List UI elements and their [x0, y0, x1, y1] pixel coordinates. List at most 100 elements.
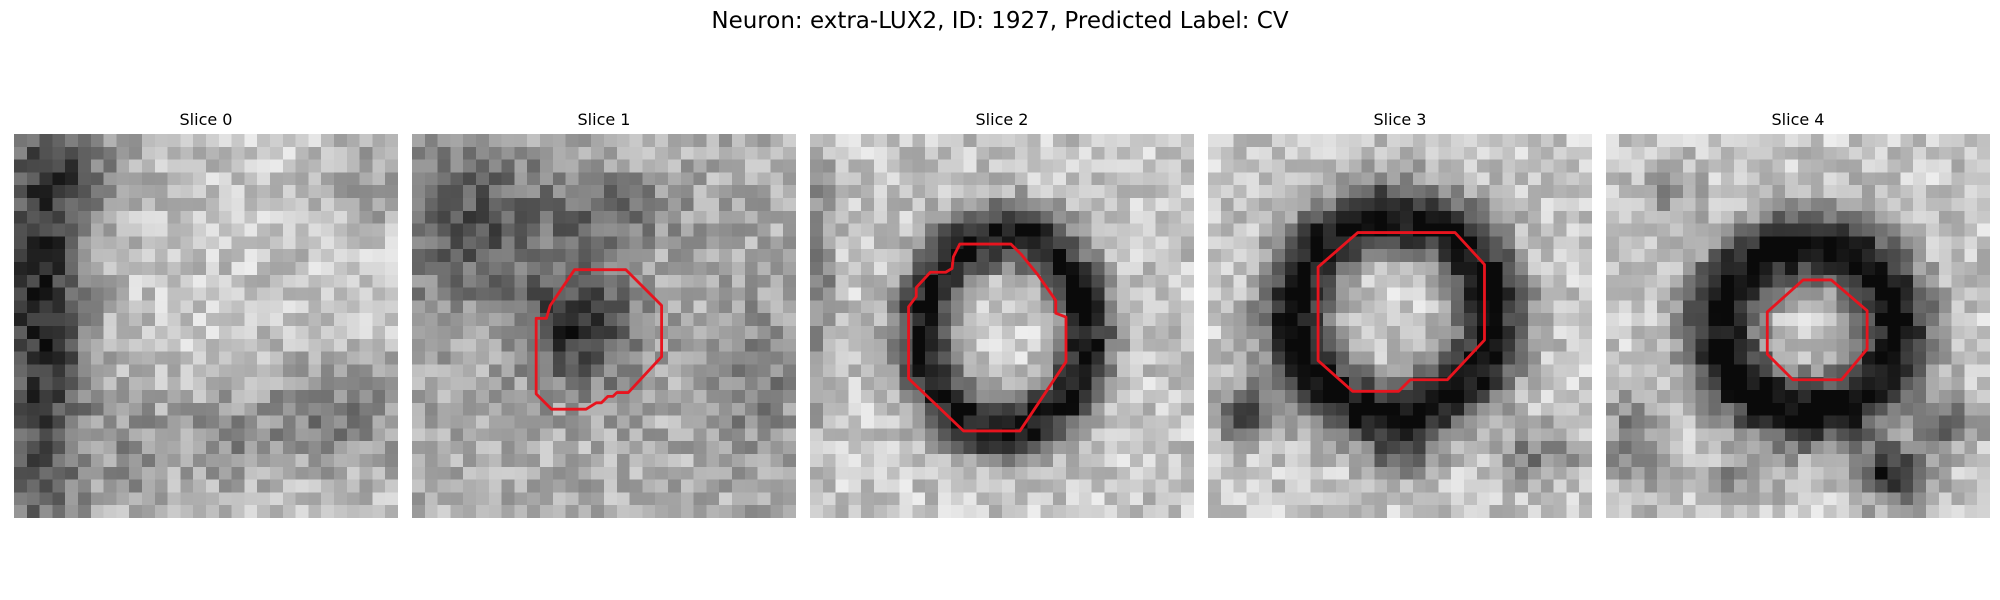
pixel-cell [810, 262, 824, 276]
pixel-cell [680, 262, 694, 276]
pixel-cell [1361, 146, 1375, 160]
pixel-cell [1926, 479, 1940, 493]
pixel-cell [295, 402, 309, 416]
pixel-cell [334, 172, 348, 186]
pixel-cell [886, 198, 900, 212]
pixel-cell [861, 428, 875, 442]
pixel-cell [1772, 492, 1786, 506]
pixel-cell [1374, 287, 1388, 301]
pixel-cell [1759, 236, 1773, 250]
pixel-cell [642, 415, 656, 429]
pixel-cell [1849, 402, 1863, 416]
pixel-cell [78, 377, 92, 391]
pixel-cell [1849, 172, 1863, 186]
pixel-cell [886, 492, 900, 506]
pixel-cell [1246, 236, 1260, 250]
pixel-cell [1208, 274, 1222, 288]
pixel-cell [899, 313, 913, 327]
pixel-cell [655, 262, 669, 276]
pixel-cell [1040, 479, 1054, 493]
pixel-cell [578, 236, 592, 250]
pixel-cell [732, 428, 746, 442]
pixel-cell [719, 492, 733, 506]
pixel-cell [1606, 441, 1620, 455]
pixel-cell [1528, 185, 1542, 199]
pixel-cell [1348, 338, 1362, 352]
pixel-cell [412, 313, 426, 327]
pixel-cell [655, 364, 669, 378]
pixel-cell [1117, 185, 1131, 199]
pixel-cell [1412, 326, 1426, 340]
pixel-cell [257, 159, 271, 173]
pixel-cell [52, 441, 66, 455]
pixel-cell [1259, 364, 1273, 378]
pixel-cell [154, 326, 168, 340]
pixel-cell [1951, 236, 1965, 250]
pixel-cell [655, 236, 669, 250]
pixel-cell [1374, 441, 1388, 455]
pixel-cell [1078, 172, 1092, 186]
pixel-cell [1323, 313, 1337, 327]
pixel-cell [1606, 351, 1620, 365]
pixel-cell [1400, 313, 1414, 327]
pixel-cell [1670, 274, 1684, 288]
pixel-cell [1926, 172, 1940, 186]
pixel-cell [1464, 210, 1478, 224]
pixel-cell [527, 505, 541, 518]
pixel-cell [476, 338, 490, 352]
pixel-cell [770, 249, 784, 263]
pixel-cell [950, 415, 964, 429]
pixel-cell [1117, 210, 1131, 224]
pixel-cell [295, 466, 309, 480]
pixel-cell [231, 146, 245, 160]
slice-title-1: Slice 1 [577, 110, 631, 129]
pixel-cell [1040, 351, 1054, 365]
pixel-cell [1964, 210, 1978, 224]
pixel-cell [1798, 402, 1812, 416]
pixel-cell [1670, 479, 1684, 493]
pixel-cell [1361, 326, 1375, 340]
pixel-cell [1566, 134, 1580, 148]
pixel-cell [1130, 313, 1144, 327]
pixel-cell [1810, 364, 1824, 378]
pixel-cell [976, 300, 990, 314]
pixel-cell [103, 287, 117, 301]
pixel-cell [861, 146, 875, 160]
pixel-cell [757, 198, 771, 212]
pixel-cell [424, 466, 438, 480]
pixel-cell [925, 351, 939, 365]
pixel-cell [732, 377, 746, 391]
pixel-cell [1476, 146, 1490, 160]
pixel-cell [874, 249, 888, 263]
pixel-cell [693, 466, 707, 480]
pixel-cell [1734, 146, 1748, 160]
pixel-cell [1066, 249, 1080, 263]
pixel-cell [1785, 466, 1799, 480]
pixel-cell [1631, 300, 1645, 314]
pixel-cell [1746, 274, 1760, 288]
pixel-cell [770, 210, 784, 224]
pixel-cell [308, 377, 322, 391]
pixel-cell [154, 479, 168, 493]
pixel-cell [1708, 146, 1722, 160]
pixel-cell [193, 338, 207, 352]
pixel-cell [1168, 402, 1182, 416]
pixel-cell [1515, 402, 1529, 416]
pixel-cell [629, 313, 643, 327]
pixel-cell [989, 466, 1003, 480]
pixel-cell [1348, 364, 1362, 378]
pixel-cell [1913, 364, 1927, 378]
pixel-cell [1977, 390, 1990, 404]
pixel-cell [1849, 326, 1863, 340]
pixel-cell [1657, 146, 1671, 160]
pixel-cell [1233, 274, 1247, 288]
pixel-cell [321, 428, 335, 442]
pixel-cell [1438, 274, 1452, 288]
pixel-cell [1977, 146, 1990, 160]
pixel-cell [476, 402, 490, 416]
pixel-cell [206, 313, 220, 327]
pixel-cell [1708, 326, 1722, 340]
pixel-cell [1104, 390, 1118, 404]
pixel-cell [783, 172, 796, 186]
pixel-cell [424, 249, 438, 263]
